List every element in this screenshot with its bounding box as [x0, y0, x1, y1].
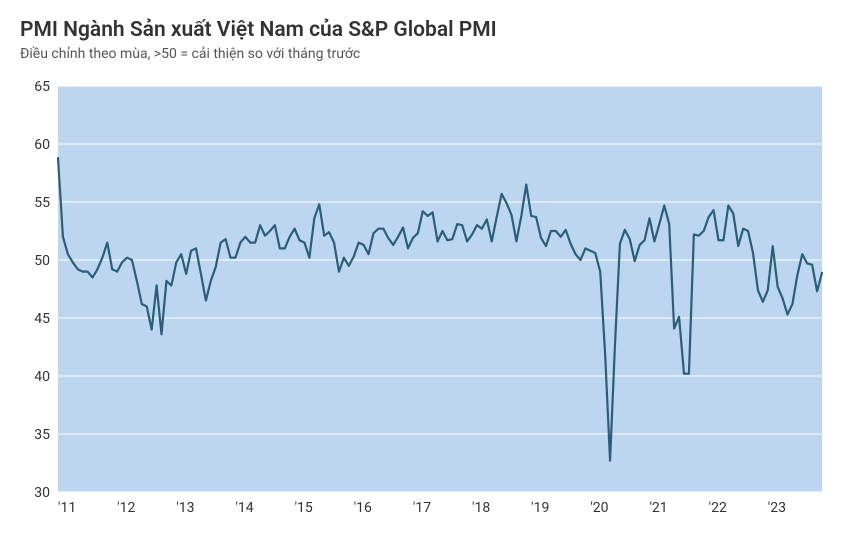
y-tick-label: 60	[34, 137, 50, 153]
x-tick-label: '22	[709, 500, 727, 516]
x-tick-label: '14	[235, 500, 253, 516]
x-tick-label: '16	[354, 500, 372, 516]
x-tick-label: '12	[117, 500, 135, 516]
x-tick-label: '20	[590, 500, 608, 516]
x-tick-label: '11	[58, 500, 76, 516]
x-tick-label: '13	[176, 500, 194, 516]
chart-title: PMI Ngành Sản xuất Việt Nam của S&P Glob…	[20, 18, 828, 42]
y-tick-label: 40	[34, 369, 50, 385]
chart-container: PMI Ngành Sản xuất Việt Nam của S&P Glob…	[0, 0, 848, 545]
x-tick-label: '21	[649, 500, 667, 516]
y-tick-label: 65	[34, 80, 50, 95]
x-tick-label: '17	[413, 500, 431, 516]
x-tick-label: '18	[472, 500, 490, 516]
y-tick-label: 30	[34, 485, 50, 501]
x-tick-label: '15	[295, 500, 313, 516]
y-tick-label: 35	[34, 427, 50, 443]
y-tick-label: 50	[34, 253, 50, 269]
chart-svg: 30 35 40 45 50 55 60 65 '11 '12 '13 '14 '15 '16 '17 '18…	[20, 80, 828, 520]
y-tick-label: 55	[34, 195, 50, 211]
y-tick-label: 45	[34, 311, 50, 327]
chart-subtitle: Điều chỉnh theo mùa, >50 = cải thiện so …	[20, 46, 828, 62]
plot-area: 30 35 40 45 50 55 60 65 '11 '12 '13 '14 '15 '16 '17 '18…	[20, 80, 828, 520]
x-tick-label: '23	[768, 500, 786, 516]
x-tick-label: '19	[531, 500, 549, 516]
plot-background	[58, 86, 822, 492]
